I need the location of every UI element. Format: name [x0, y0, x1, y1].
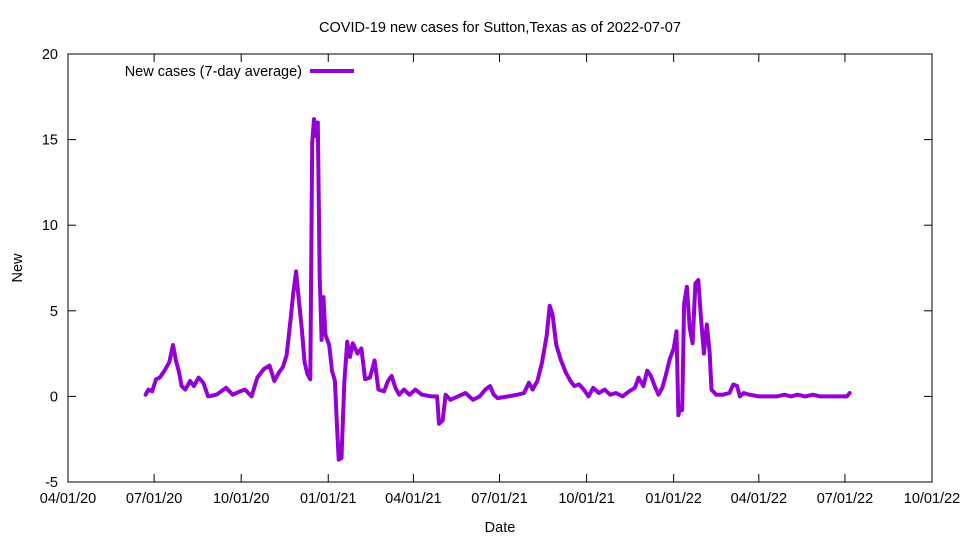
x-axis-label: Date	[485, 520, 516, 536]
x-tick-label: 07/01/22	[817, 491, 873, 507]
x-tick-label: 01/01/21	[300, 491, 356, 507]
y-tick-label: 15	[42, 133, 58, 149]
y-tick-label: 20	[42, 47, 58, 63]
y-axis-label: New	[10, 253, 26, 283]
chart-title: COVID-19 new cases for Sutton,Texas as o…	[319, 20, 681, 36]
y-tick-label: -5	[45, 475, 58, 491]
x-tick-label: 10/01/21	[558, 491, 614, 507]
plot-frame	[67, 53, 933, 483]
x-axis: 04/01/20 07/01/20 10/01/20 01/01/21 04/01/21…	[40, 54, 960, 507]
x-tick-label: 04/01/22	[731, 491, 787, 507]
x-tick-label: 07/01/21	[471, 491, 527, 507]
series-line-0	[143, 117, 852, 462]
x-tick-label: 10/01/22	[904, 491, 960, 507]
legend-label: New cases (7-day average)	[125, 64, 302, 80]
x-tick-label: 04/01/21	[385, 491, 441, 507]
x-tick-label: 04/01/20	[40, 491, 96, 507]
x-tick-label: 07/01/20	[126, 491, 182, 507]
x-tick-label: 01/01/22	[645, 491, 701, 507]
legend: New cases (7-day average)	[125, 64, 354, 80]
y-tick-label: 5	[50, 304, 58, 320]
series-layer	[143, 117, 852, 462]
y-tick-label: 10	[42, 218, 58, 234]
y-axis: -5 0 5 10 15 20	[42, 47, 932, 491]
x-tick-label: 10/01/20	[213, 491, 269, 507]
y-tick-label: 0	[50, 389, 58, 405]
